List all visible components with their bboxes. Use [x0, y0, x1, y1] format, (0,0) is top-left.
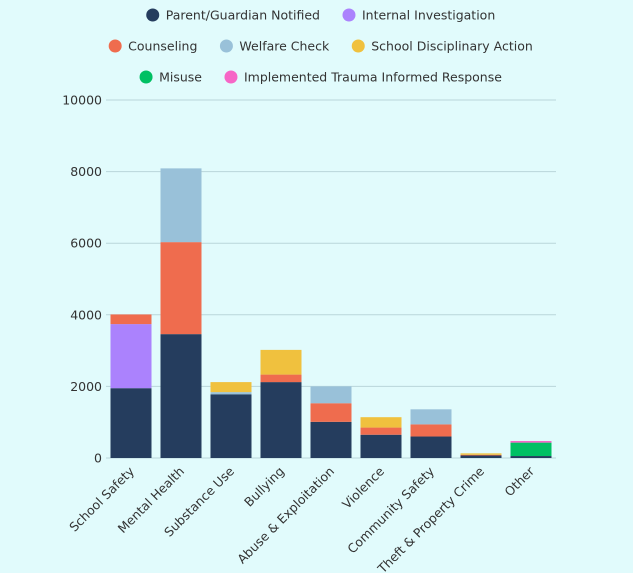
- legend-label: School Disciplinary Action: [371, 39, 533, 54]
- bar-stack[interactable]: [160, 168, 202, 458]
- x-tick-label: Community Safety: [344, 463, 437, 556]
- legend-label: Welfare Check: [239, 39, 330, 54]
- bar-segment[interactable]: [210, 382, 252, 393]
- bar-segment[interactable]: [110, 388, 152, 458]
- bar-stack[interactable]: [260, 349, 302, 458]
- bar-segment[interactable]: [260, 382, 302, 458]
- legend-swatch: [342, 8, 356, 22]
- legend-swatch: [224, 70, 238, 84]
- x-tick-label: Abuse & Exploitation: [234, 464, 337, 567]
- bar-segment[interactable]: [310, 403, 352, 422]
- legend: Parent/Guardian Notified Internal Investi…: [108, 8, 533, 85]
- bar-segment[interactable]: [210, 394, 252, 458]
- legend-item[interactable]: School Disciplinary Action: [351, 39, 533, 54]
- y-tick-label: 10000: [62, 93, 102, 108]
- bar-segment[interactable]: [410, 409, 452, 425]
- bar-segment[interactable]: [510, 442, 552, 457]
- bar-segment[interactable]: [160, 242, 202, 335]
- y-tick-label: 6000: [70, 236, 102, 251]
- bar-segment[interactable]: [160, 334, 202, 458]
- legend-swatch: [146, 8, 160, 22]
- legend-item[interactable]: Internal Investigation: [342, 8, 495, 23]
- bar-segment[interactable]: [360, 417, 402, 428]
- legend-item[interactable]: Welfare Check: [219, 39, 330, 54]
- legend-label: Parent/Guardian Notified: [166, 8, 320, 23]
- bar-segment[interactable]: [510, 440, 552, 443]
- bar-segment[interactable]: [310, 421, 352, 458]
- bar-segment[interactable]: [460, 454, 502, 456]
- bar-segment[interactable]: [360, 434, 402, 458]
- x-tick-label: Other: [501, 463, 537, 499]
- x-tick-label: Violence: [339, 463, 387, 511]
- bar-segment[interactable]: [210, 392, 252, 395]
- legend-label: Misuse: [159, 70, 202, 85]
- bar-segment[interactable]: [160, 168, 202, 243]
- bar-segment[interactable]: [260, 374, 302, 383]
- legend-swatch: [108, 39, 122, 53]
- bar-segment[interactable]: [360, 427, 402, 435]
- bar-stack[interactable]: [360, 417, 402, 458]
- bar-stack[interactable]: [410, 409, 452, 458]
- y-tick-label: 2000: [70, 379, 102, 394]
- legend-label: Counseling: [128, 39, 197, 54]
- bar-segment[interactable]: [110, 324, 152, 389]
- legend-swatch: [351, 39, 365, 53]
- bar-segment[interactable]: [410, 424, 452, 437]
- x-tick-label: Bullying: [241, 464, 287, 510]
- y-axis: 0 2000 4000 6000 8000 10000: [62, 93, 102, 466]
- legend-label: Internal Investigation: [362, 8, 495, 23]
- legend-swatch: [139, 70, 153, 84]
- bar-stack[interactable]: [510, 440, 552, 458]
- bar-segment[interactable]: [310, 386, 352, 404]
- bar-segment[interactable]: [410, 436, 452, 458]
- y-tick-label: 0: [94, 451, 102, 466]
- bar-stack[interactable]: [210, 382, 252, 458]
- bar-segment[interactable]: [510, 456, 552, 458]
- bar-stack[interactable]: [460, 453, 502, 458]
- bar-segment[interactable]: [460, 453, 502, 455]
- bar-segment[interactable]: [260, 349, 302, 375]
- bars: [110, 168, 552, 458]
- y-tick-label: 4000: [70, 307, 102, 322]
- y-tick-label: 8000: [70, 164, 102, 179]
- legend-label: Implemented Trauma Informed Response: [244, 70, 502, 85]
- legend-item[interactable]: Implemented Trauma Informed Response: [224, 70, 502, 85]
- legend-item[interactable]: Parent/Guardian Notified: [146, 8, 320, 23]
- legend-swatch: [219, 39, 233, 53]
- legend-item[interactable]: Misuse: [139, 70, 203, 85]
- bar-segment[interactable]: [460, 455, 502, 458]
- legend-item[interactable]: Counseling: [108, 39, 198, 54]
- bar-stack[interactable]: [110, 314, 152, 458]
- bar-stack[interactable]: [310, 386, 352, 458]
- bar-segment[interactable]: [110, 314, 152, 325]
